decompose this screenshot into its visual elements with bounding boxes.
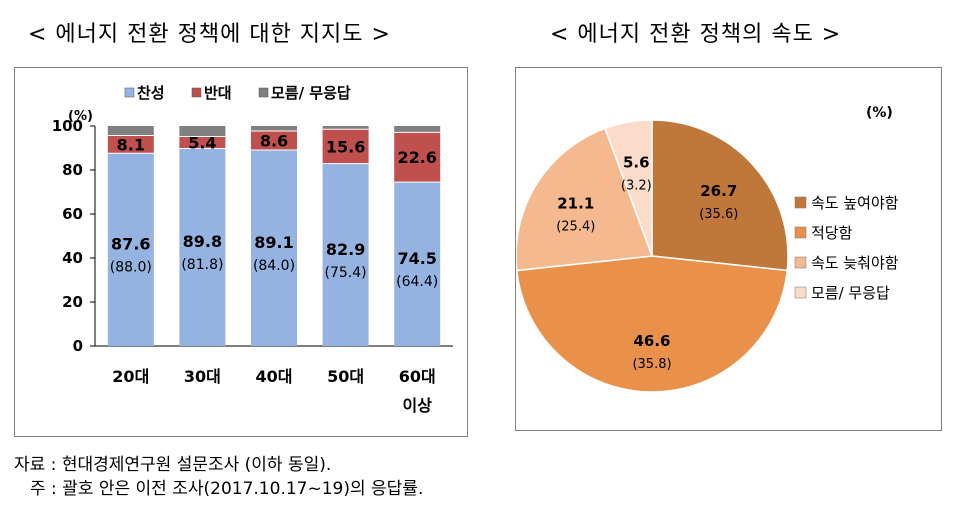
pie-value-label: 5.6 <box>623 154 650 172</box>
y-tick-label: 60 <box>62 205 83 223</box>
x-category-label: 이상 <box>402 396 432 415</box>
support-previous-label: (84.0) <box>253 258 295 274</box>
legend-swatch <box>124 87 135 98</box>
support-chart-title: < 에너지 전환 정책에 대한 지지도 > <box>28 22 391 47</box>
bar-segment-noanswer <box>179 126 226 137</box>
oppose-value-label: 15.6 <box>326 137 365 156</box>
oppose-value-label: 5.4 <box>188 134 216 153</box>
x-category-label: 20대 <box>112 367 149 386</box>
support-value-label: 89.8 <box>183 232 222 251</box>
x-category-label: 60대 <box>399 367 436 386</box>
pie-value-label: 26.7 <box>700 182 737 200</box>
oppose-value-label: 22.6 <box>397 148 436 167</box>
legend-swatch <box>258 87 269 98</box>
bar-segment-support <box>394 182 441 346</box>
legend-swatch <box>794 286 807 299</box>
pie-slice <box>515 255 789 393</box>
bar-segment-support <box>251 149 297 346</box>
legend-label: 찬성 <box>137 84 165 102</box>
pie-previous-label: (35.8) <box>632 357 671 372</box>
bar-segment-support <box>179 148 226 346</box>
speed-chart-title: < 에너지 전환 정책의 속도 > <box>550 22 842 47</box>
support-value-label: 82.9 <box>326 240 365 259</box>
y-tick-label: 0 <box>73 337 83 355</box>
support-value-label: 89.1 <box>254 233 293 252</box>
legend-swatch <box>794 196 807 209</box>
support-previous-label: (64.4) <box>396 274 438 290</box>
legend-label: 반대 <box>204 84 232 102</box>
bar-segment-noanswer <box>107 126 154 136</box>
pie-slice <box>604 119 653 257</box>
support-bar-chart: 찬성 반대 모름/ 무응답 (%) 0 20 40 60 80 100 87.6 (88.0) 8.1 2… <box>52 84 453 415</box>
bar-segment-oppose <box>179 136 226 149</box>
speed-pie-chart: 26.7 (35.6) 46.6 (35.8) 21.1 (25.4) 5.6 (3.2) (%… <box>515 105 899 393</box>
legend-swatch <box>794 226 807 239</box>
y-tick-label: 20 <box>62 293 83 311</box>
speed-chart-panel: 26.7 (35.6) 46.6 (35.8) 21.1 (25.4) 5.6 (3.2) (%… <box>515 67 942 431</box>
bar-segment-oppose <box>394 132 441 183</box>
bar-segment-oppose <box>322 129 369 164</box>
support-chart-panel: 찬성 반대 모름/ 무응답 (%) 0 20 40 60 80 100 87.6 (88.0) 8.1 2… <box>14 67 468 437</box>
bar-segment-noanswer <box>251 126 297 132</box>
support-previous-label: (81.8) <box>181 257 223 273</box>
pie-unit-label: (%) <box>866 105 893 121</box>
oppose-value-label: 8.1 <box>117 135 145 154</box>
x-category-label: 50대 <box>327 367 364 386</box>
support-value-label: 87.6 <box>111 235 150 254</box>
legend-label: 모름/ 무응답 <box>811 284 890 302</box>
legend-swatch <box>191 87 202 98</box>
pie-value-label: 21.1 <box>557 195 594 213</box>
legend-label: 속도 늦춰야함 <box>811 254 899 272</box>
support-previous-label: (75.4) <box>325 265 367 281</box>
oppose-value-label: 8.6 <box>260 132 288 151</box>
support-previous-label: (88.0) <box>110 260 152 276</box>
pie-slice <box>651 119 789 272</box>
x-category-label: 40대 <box>256 367 293 386</box>
source-note: 자료 : 현대경제연구원 설문조사 (이하 동일). <box>14 455 332 475</box>
support-value-label: 74.5 <box>397 249 436 268</box>
bar-segment-noanswer <box>322 126 369 130</box>
y-tick-label: 80 <box>62 161 83 179</box>
y-tick-label: 100 <box>52 117 83 135</box>
legend-label: 속도 높여야함 <box>811 194 899 212</box>
legend-label: 모름/ 무응답 <box>271 84 351 102</box>
bar-segment-support <box>322 163 369 346</box>
x-category-label: 30대 <box>184 367 221 386</box>
bar-legend: 찬성 반대 모름/ 무응답 <box>124 84 351 102</box>
pie-previous-label: (35.6) <box>699 207 738 222</box>
y-tick-label: 40 <box>62 249 83 267</box>
bar-segment-oppose <box>251 131 297 150</box>
bar-segment-support <box>107 153 154 346</box>
y-unit-label: (%) <box>68 109 93 124</box>
pie-previous-label: (25.4) <box>556 220 595 235</box>
bar-segment-oppose <box>107 135 154 154</box>
legend-swatch <box>794 256 807 269</box>
pie-previous-label: (3.2) <box>621 179 652 194</box>
pie-value-label: 46.6 <box>633 332 670 350</box>
footnote: 주 : 괄호 안은 이전 조사(2017.10.17~19)의 응답률. <box>30 479 424 499</box>
bar-segment-noanswer <box>394 126 441 133</box>
legend-label: 적당함 <box>811 224 853 242</box>
